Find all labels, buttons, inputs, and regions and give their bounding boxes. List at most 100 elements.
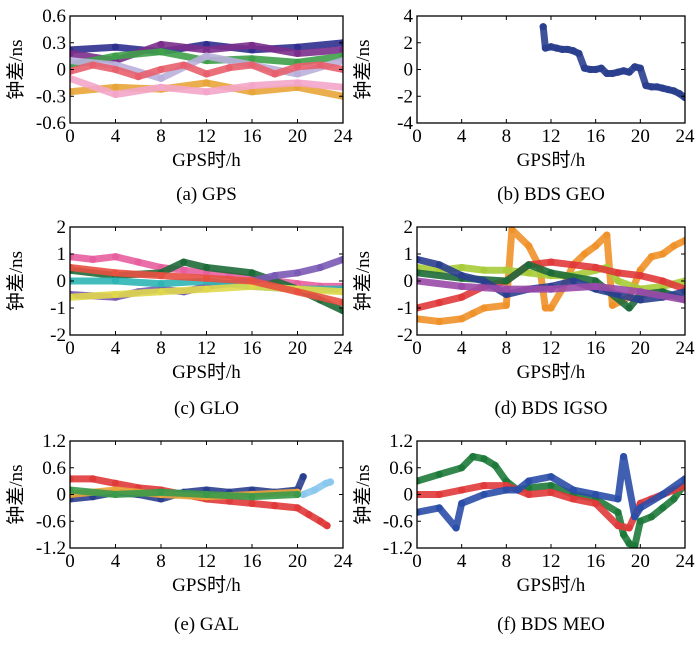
data-point bbox=[480, 277, 488, 285]
x-tick-label: 4 bbox=[457, 338, 467, 359]
y-tick-label: 0 bbox=[57, 60, 67, 81]
x-tick-label: 16 bbox=[586, 551, 605, 572]
data-point bbox=[293, 43, 302, 51]
data-point bbox=[202, 52, 211, 60]
x-tick-label: 24 bbox=[334, 338, 354, 359]
data-point bbox=[134, 258, 142, 266]
x-tick-label: 16 bbox=[586, 126, 605, 147]
data-point bbox=[547, 43, 555, 51]
y-tick-label: -1 bbox=[397, 298, 413, 319]
panel-e: 0 4 8 12 16 20 24 -1.2 -0.6 0 0.6 1.2 GPS时/h 钟差/ns (e)… bbox=[5, 431, 353, 635]
data-point bbox=[636, 504, 644, 512]
data-point bbox=[299, 490, 307, 499]
x-tick-label: 0 bbox=[65, 338, 75, 359]
data-point bbox=[248, 55, 256, 63]
y-tick-label: 1 bbox=[57, 244, 67, 265]
data-point bbox=[248, 269, 256, 277]
data-point bbox=[70, 293, 74, 301]
panel-a: 0 4 8 12 16 20 24 -0.6 -0.3 0 0.3 0.6 GPS时/h 钟差/ns (a)… bbox=[5, 6, 353, 205]
data-point bbox=[659, 84, 667, 92]
data-point bbox=[70, 74, 74, 83]
data-point bbox=[580, 250, 589, 258]
data-point bbox=[525, 261, 533, 269]
data-point bbox=[293, 490, 302, 499]
data-point bbox=[631, 63, 639, 71]
data-point bbox=[339, 307, 343, 315]
data-point bbox=[681, 296, 685, 304]
data-point bbox=[417, 269, 421, 277]
data-point bbox=[631, 513, 639, 521]
series-group bbox=[417, 453, 685, 548]
data-point bbox=[89, 255, 97, 263]
x-tick-label: 0 bbox=[65, 126, 75, 147]
data-point bbox=[111, 277, 120, 285]
x-tick-label: 12 bbox=[542, 338, 561, 359]
x-tick-label: 8 bbox=[502, 126, 512, 147]
panel-caption: (e) GAL bbox=[174, 614, 239, 635]
data-point bbox=[636, 272, 644, 280]
data-point bbox=[614, 495, 622, 503]
series-group bbox=[70, 473, 335, 530]
data-point bbox=[89, 475, 97, 483]
data-point bbox=[339, 299, 343, 307]
y-tick-label: 4 bbox=[404, 6, 414, 27]
data-point bbox=[202, 263, 211, 272]
y-tick-label: 1.2 bbox=[389, 431, 413, 452]
data-point bbox=[157, 83, 165, 91]
data-point bbox=[664, 85, 672, 94]
data-point bbox=[541, 44, 550, 52]
data-point bbox=[180, 61, 188, 69]
y-tick-label: 0.6 bbox=[42, 6, 66, 27]
x-tick-label: 20 bbox=[631, 551, 650, 572]
data-point bbox=[202, 88, 211, 96]
y-axis-label: 钟差/ns bbox=[352, 251, 374, 311]
data-point bbox=[603, 69, 611, 78]
x-tick-label: 20 bbox=[288, 126, 307, 147]
data-point bbox=[339, 83, 343, 91]
data-point bbox=[417, 315, 421, 323]
x-tick-label: 16 bbox=[586, 338, 605, 359]
data-point bbox=[592, 277, 600, 285]
data-point bbox=[592, 242, 600, 250]
data-point bbox=[435, 470, 443, 479]
data-point bbox=[480, 266, 488, 274]
data-point bbox=[293, 63, 302, 71]
panel-caption: (c) GLO bbox=[174, 398, 239, 419]
y-tick-label: 2 bbox=[57, 217, 67, 238]
x-tick-label: 16 bbox=[243, 551, 262, 572]
x-axis-label: GPS时/h bbox=[172, 149, 241, 171]
data-point bbox=[608, 301, 617, 309]
data-point bbox=[625, 304, 633, 312]
data-point bbox=[89, 61, 97, 69]
data-point bbox=[642, 81, 650, 90]
data-point bbox=[670, 87, 678, 95]
data-point bbox=[458, 272, 466, 280]
data-point bbox=[547, 258, 555, 266]
data-point bbox=[339, 255, 343, 263]
data-point bbox=[525, 490, 533, 499]
panel-caption: (d) BDS IGSO bbox=[495, 398, 608, 419]
data-point bbox=[310, 486, 319, 494]
data-point bbox=[502, 301, 510, 309]
data-point bbox=[547, 473, 555, 481]
data-point bbox=[293, 70, 302, 78]
data-point bbox=[558, 45, 566, 54]
x-tick-label: 12 bbox=[197, 551, 216, 572]
data-point bbox=[339, 288, 343, 296]
panel-caption: (a) GPS bbox=[176, 184, 237, 205]
data-point bbox=[525, 269, 533, 277]
data-point bbox=[625, 68, 633, 76]
data-point bbox=[70, 88, 74, 96]
data-point bbox=[248, 493, 256, 501]
data-point bbox=[435, 261, 443, 269]
data-point bbox=[435, 299, 443, 307]
panel-caption: (f) BDS MEO bbox=[497, 614, 605, 635]
data-point bbox=[681, 288, 685, 296]
data-point bbox=[547, 269, 555, 277]
x-axis-label: GPS时/h bbox=[517, 574, 586, 596]
data-point bbox=[539, 23, 547, 31]
data-point bbox=[625, 524, 633, 532]
y-tick-label: -0.3 bbox=[36, 86, 66, 107]
